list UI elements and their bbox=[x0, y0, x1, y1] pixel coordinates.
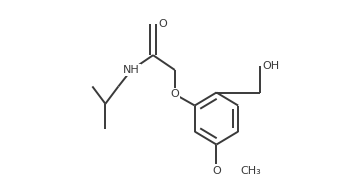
Text: NH: NH bbox=[123, 65, 140, 75]
Text: O: O bbox=[212, 166, 221, 176]
Text: O: O bbox=[158, 19, 167, 29]
Text: OH: OH bbox=[262, 61, 279, 71]
Text: O: O bbox=[170, 89, 179, 99]
Text: CH₃: CH₃ bbox=[240, 166, 261, 176]
